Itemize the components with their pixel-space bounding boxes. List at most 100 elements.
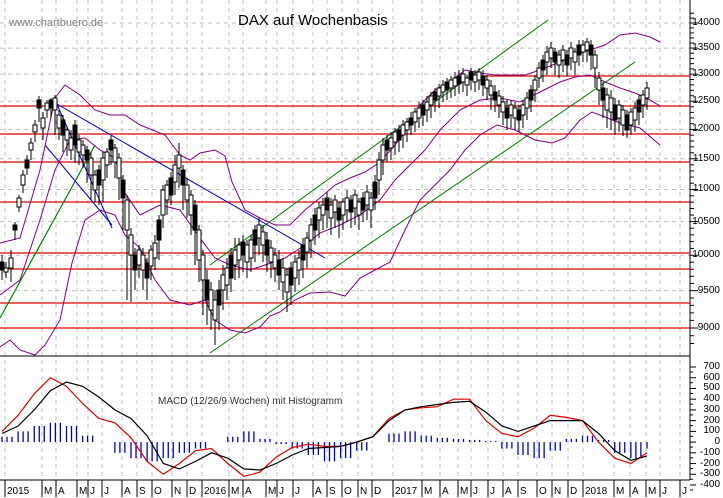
candle-bullish — [472, 74, 478, 83]
candle-bullish — [136, 249, 142, 266]
x-tick-label: 2018 — [585, 486, 608, 497]
candle-bullish — [28, 142, 34, 151]
candle-bullish — [424, 101, 430, 111]
bollinger-lower — [0, 111, 661, 356]
candle-bearish — [192, 204, 198, 231]
candle-bullish — [380, 144, 386, 161]
candle-bearish — [264, 239, 270, 256]
candle-bearish — [300, 244, 306, 261]
candle-bearish — [156, 219, 162, 241]
candle-bullish — [500, 101, 506, 113]
candle-bullish — [344, 197, 350, 211]
x-tick-label: D — [570, 486, 578, 497]
candle-bearish — [588, 44, 594, 56]
candle-bearish — [144, 262, 150, 279]
candle-bullish — [76, 139, 82, 153]
watermark: www.chartbuero.de — [9, 17, 104, 29]
x-tick-label: M — [616, 486, 625, 497]
candle-bullish — [8, 257, 14, 269]
candle-bullish — [236, 244, 242, 261]
x-tick-label: J — [295, 486, 300, 497]
candle-bearish — [312, 214, 318, 231]
macd-signal-line — [1, 376, 648, 478]
candle-bullish — [20, 174, 26, 186]
candle-bullish — [428, 95, 434, 106]
candle-bullish — [284, 274, 290, 293]
candle-bullish — [56, 114, 62, 129]
candle-bullish — [484, 79, 490, 89]
x-tick-label: J — [682, 486, 687, 497]
candle-bullish — [172, 164, 178, 183]
y-tick-label: 14000 — [692, 17, 720, 28]
candle-bearish — [348, 199, 354, 213]
x-tick-label: M — [460, 486, 469, 497]
candle-bullish — [356, 201, 362, 216]
candle-bearish — [444, 81, 450, 91]
x-tick-label: J — [90, 486, 95, 497]
candle-bearish — [372, 181, 378, 199]
candle-bullish — [128, 234, 134, 256]
macd-tick-label: -400 — [699, 479, 720, 490]
candle-bearish — [432, 91, 438, 101]
y-tick-label: 11500 — [692, 152, 720, 164]
candle-bullish — [260, 231, 266, 246]
x-tick-label: A — [442, 486, 449, 497]
candle-bearish — [108, 139, 114, 151]
candle-bullish — [220, 274, 226, 291]
candle-bearish — [576, 44, 582, 56]
candle-bullish — [188, 194, 194, 216]
candle-bearish — [504, 107, 510, 119]
y-tick-label: 12500 — [692, 95, 720, 107]
x-tick-label: J — [473, 486, 478, 497]
candle-bullish — [400, 124, 406, 136]
x-tick-label: O — [539, 486, 547, 497]
candle-bearish — [564, 54, 570, 66]
candle-bullish — [316, 207, 322, 221]
candle-bullish — [620, 109, 626, 126]
candle-bullish — [208, 289, 214, 311]
candle-bearish — [468, 71, 474, 81]
candle-bullish — [440, 84, 446, 93]
candle-bullish — [376, 159, 382, 181]
x-tick-label: M — [44, 486, 53, 497]
y-tick-label: 13000 — [692, 68, 720, 80]
x-tick-label: S — [139, 486, 146, 497]
x-tick-label: M — [424, 486, 433, 497]
candle-bullish — [496, 95, 502, 106]
candle-bearish — [84, 149, 90, 161]
candle-bullish — [176, 154, 182, 169]
macd-tick-label: 0 — [714, 436, 720, 448]
candle-bullish — [544, 51, 550, 63]
candle-bullish — [464, 77, 470, 86]
macd-tick-label: 500 — [703, 382, 720, 394]
candle-bullish — [272, 254, 278, 269]
candle-bullish — [40, 117, 46, 129]
candle-bullish — [16, 197, 22, 208]
candle-bullish — [536, 67, 542, 79]
x-tick-label: J — [104, 486, 109, 497]
y-tick-label: 9500 — [697, 284, 720, 296]
candle-bullish — [436, 87, 442, 97]
candle-bullish — [64, 129, 70, 141]
candle-bullish — [388, 137, 394, 149]
y-tick-label: 13500 — [692, 42, 720, 54]
macd-tick-label: -200 — [699, 457, 720, 469]
candle-bullish — [628, 111, 634, 126]
candle-bearish — [624, 114, 630, 131]
candle-bullish — [452, 77, 458, 87]
y-tick-label: 10000 — [692, 249, 720, 261]
candle-bullish — [292, 261, 298, 279]
x-tick-label: N — [360, 486, 368, 497]
candle-bearish — [48, 99, 54, 109]
candle-bearish — [24, 159, 30, 169]
candle-bearish — [480, 75, 486, 86]
candle-bullish — [164, 184, 170, 201]
candle-bullish — [92, 174, 98, 191]
y-tick-label: 11000 — [692, 183, 720, 195]
x-tick-label: 2017 — [395, 486, 418, 497]
candle-bullish — [160, 189, 166, 216]
x-tick-label: A — [124, 486, 131, 497]
candle-bullish — [124, 199, 130, 231]
candle-bearish — [288, 267, 294, 286]
